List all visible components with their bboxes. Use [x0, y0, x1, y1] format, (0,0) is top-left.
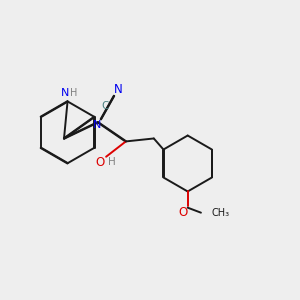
Text: N: N [61, 88, 69, 98]
Text: H: H [108, 157, 116, 167]
Text: N: N [114, 83, 123, 96]
Text: H: H [70, 88, 78, 98]
Text: O: O [178, 206, 188, 219]
Text: C: C [101, 101, 109, 111]
Text: O: O [96, 155, 105, 169]
Text: N: N [93, 120, 101, 130]
Text: CH₃: CH₃ [211, 208, 230, 218]
